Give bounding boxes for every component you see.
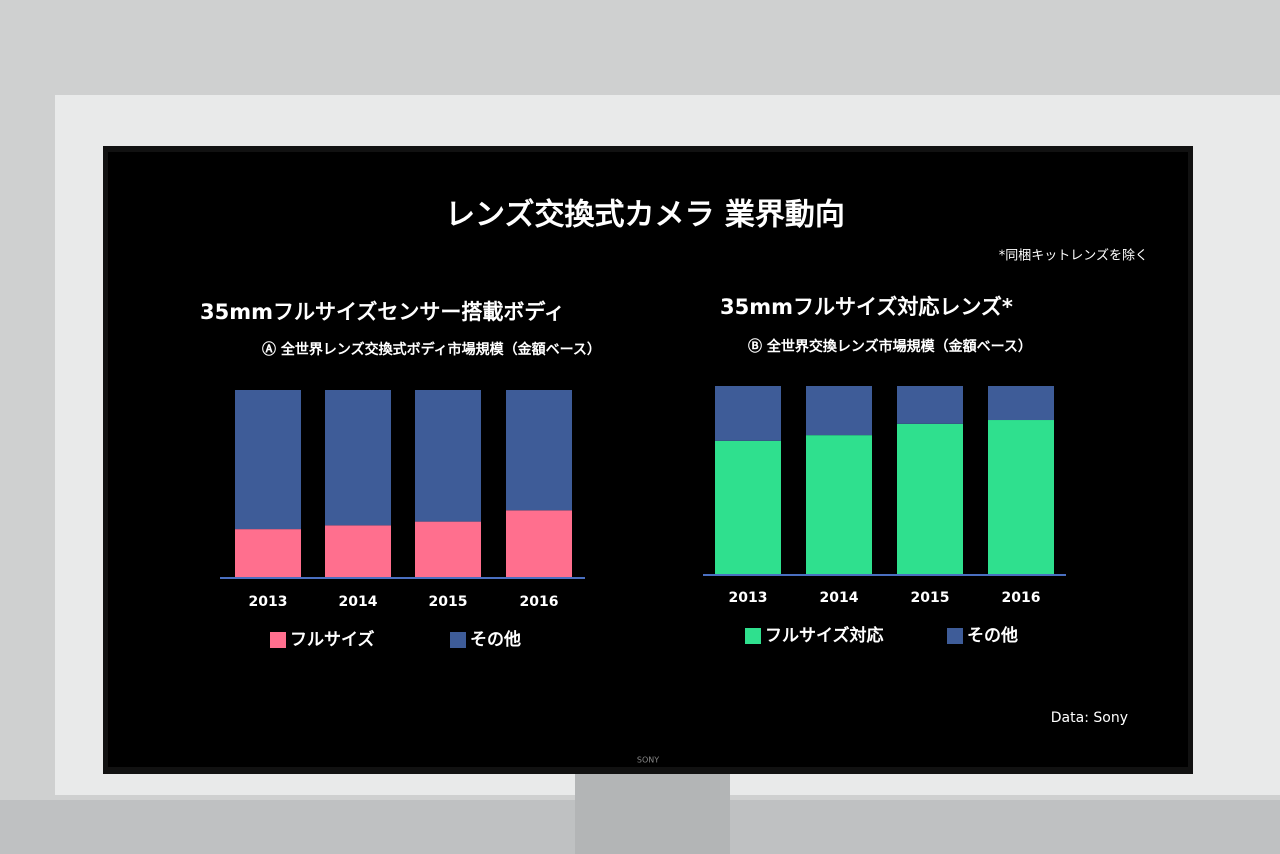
x-tick-label: 2016 [520,594,559,610]
x-tick-label: 2015 [911,590,950,606]
chart-subtitle: Ⓐ 全世界レンズ交換式ボディ市場規模（金額ベース） [262,341,601,358]
bar-segment [897,386,963,424]
legend-label: フルサイズ対応 [765,625,884,646]
bar-segment [715,386,781,441]
chart-subtitle: Ⓑ 全世界交換レンズ市場規模（金額ベース） [748,338,1032,355]
bar-segment [506,390,572,511]
x-tick-label: 2013 [249,594,288,610]
bar-segment [415,390,481,522]
bar-segment [715,440,781,575]
legend-swatch [270,632,286,648]
legend-label: フルサイズ [290,629,375,650]
legend-swatch [450,632,466,648]
legend-label: その他 [967,625,1018,646]
chart-title: 35mmフルサイズセンサー搭載ボディ [200,300,565,324]
bar-segment [506,510,572,578]
x-tick-label: 2013 [729,590,768,606]
brand-logo: SONY [637,756,659,765]
x-tick-label: 2014 [820,590,859,606]
tv-stand-front [575,765,730,854]
x-tick-label: 2016 [1002,590,1041,606]
bar-segment [988,386,1054,421]
bar-segment [806,435,872,575]
bar-segment [325,390,391,526]
note: *同梱キットレンズを除く [999,248,1148,264]
bar-segment [415,521,481,578]
bar-segment [235,390,301,530]
source: Data: Sony [1051,710,1128,726]
legend-label: その他 [470,629,521,650]
x-tick-label: 2015 [429,594,468,610]
x-tick-label: 2014 [339,594,378,610]
slide-title: レンズ交換式カメラ 業界動向 [445,198,845,233]
bar-segment [325,525,391,578]
legend-swatch [947,628,963,644]
bar-segment [235,529,301,578]
legend-swatch [745,628,761,644]
bar-segment [897,423,963,575]
chart-title: 35mmフルサイズ対応レンズ* [720,295,1013,319]
bar-segment [806,386,872,436]
bar-segment [988,420,1054,575]
